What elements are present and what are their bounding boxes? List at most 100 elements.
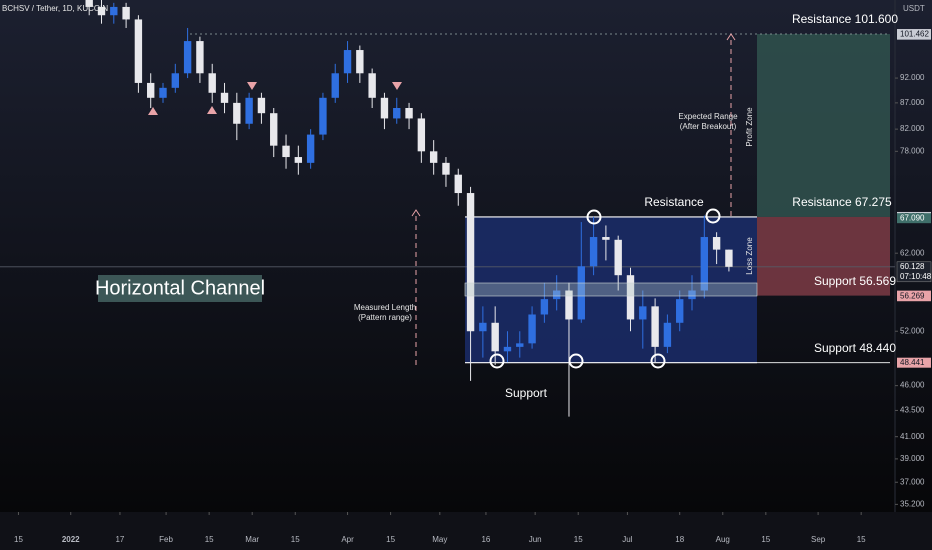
annotation: Loss Zone xyxy=(745,237,754,275)
loss-zone xyxy=(757,216,890,296)
touch-circle xyxy=(650,353,666,369)
annotation: Measured Length xyxy=(354,303,416,312)
candle-body xyxy=(159,87,167,98)
profit-zone xyxy=(757,34,890,217)
annotation: Expected Range xyxy=(678,112,738,121)
candle-body xyxy=(639,306,647,320)
candle-body xyxy=(405,108,413,119)
candle-body xyxy=(565,290,573,320)
x-tick-label: 15 xyxy=(386,535,395,544)
y-tick-label: 43.500 xyxy=(900,406,925,415)
x-tick-label: 16 xyxy=(481,535,490,544)
candle-body xyxy=(688,290,696,300)
candle-body xyxy=(491,322,499,352)
candle-body xyxy=(319,97,327,135)
candle-body xyxy=(466,193,475,332)
annotation: Profit Zone xyxy=(745,107,754,147)
price-tag xyxy=(896,261,932,283)
candle-body xyxy=(454,174,462,194)
x-tick-label: 15 xyxy=(857,535,866,544)
candle-body xyxy=(110,6,118,16)
price-tag xyxy=(897,213,931,224)
x-tick-label: 15 xyxy=(205,535,214,544)
price-tag xyxy=(897,29,931,40)
annotation: Resistance 101.600 xyxy=(792,12,898,26)
triangle xyxy=(207,106,217,114)
candle-body xyxy=(306,134,315,163)
candle-body xyxy=(516,343,524,347)
candle-body xyxy=(552,290,561,300)
touch-circle xyxy=(568,353,584,369)
pattern-label-box xyxy=(98,275,262,302)
triangle xyxy=(247,82,257,90)
price-tag xyxy=(897,357,931,368)
candle-body xyxy=(368,73,376,98)
support-band xyxy=(464,282,758,297)
annotation: Resistance 67.275 xyxy=(792,195,892,209)
x-tick-label: 18 xyxy=(675,535,684,544)
overlay: BCHSV / Tether, 1D, KUCOIN USDT Resistan… xyxy=(2,4,925,400)
candle-body xyxy=(208,73,216,93)
zones xyxy=(0,33,895,364)
touch-circle xyxy=(705,208,721,224)
candle-body xyxy=(503,346,512,352)
arrow-head xyxy=(411,209,421,217)
price-tag-label: 60.128 xyxy=(900,262,925,271)
candle-body xyxy=(540,299,549,315)
x-tick-label: Jun xyxy=(529,535,542,544)
candle-body xyxy=(700,237,709,291)
candle-body xyxy=(663,322,672,347)
chart-title: BCHSV / Tether, 1D, KUCOIN xyxy=(2,4,108,13)
candles xyxy=(85,0,733,417)
x-tick-label: 15 xyxy=(291,535,300,544)
touch-circle xyxy=(586,209,602,225)
candle-body xyxy=(343,50,352,74)
annotation: (Pattern range) xyxy=(358,313,412,322)
y-tick-label: 87.000 xyxy=(900,98,925,107)
candle-body xyxy=(257,97,266,114)
x-tick-label: Apr xyxy=(341,535,354,544)
x-tick-label: 15 xyxy=(761,535,770,544)
x-axis-band xyxy=(0,512,932,550)
candle-body xyxy=(380,97,389,119)
price-tag-label: 48.441 xyxy=(900,358,925,367)
y-tick-label: 37.000 xyxy=(900,477,925,486)
y-tick-label: 82.000 xyxy=(900,124,925,133)
x-tick-label: Aug xyxy=(716,535,730,544)
touch-circle xyxy=(489,353,505,369)
x-tick-label: Mar xyxy=(245,535,259,544)
pattern-label: Horizontal Channel xyxy=(95,277,265,299)
y-tick-label: 78.000 xyxy=(900,146,925,155)
candle-body xyxy=(479,322,487,332)
x-tick-label: May xyxy=(432,535,447,544)
candle-body xyxy=(97,6,106,16)
candle-body xyxy=(417,118,426,152)
x-tick-label: 2022 xyxy=(62,535,80,544)
candle-body xyxy=(294,157,303,163)
y-tick-label: 92.000 xyxy=(900,73,925,82)
candle-body xyxy=(85,0,93,7)
candle-body xyxy=(626,275,635,320)
arrow-head xyxy=(726,33,736,41)
candle-body xyxy=(196,41,204,74)
x-tick-label: Jul xyxy=(622,535,632,544)
candle-body xyxy=(712,237,721,250)
candle-body xyxy=(270,113,278,146)
x-tick-label: Sep xyxy=(811,535,826,544)
y-tick-label: 52.000 xyxy=(900,326,925,335)
annotation: Support xyxy=(505,386,548,400)
candle-body xyxy=(614,239,622,276)
price-tag xyxy=(897,291,931,302)
candle-body xyxy=(171,73,179,88)
annotation: (After Breakout) xyxy=(680,122,737,131)
candle-body xyxy=(602,237,610,240)
currency: USDT xyxy=(903,4,925,13)
triangle xyxy=(392,82,402,90)
price-tag-label: 101.462 xyxy=(900,30,929,39)
annotation: Resistance xyxy=(644,195,704,209)
candle-body xyxy=(134,19,143,83)
candle-body xyxy=(676,299,684,323)
candle-body xyxy=(147,82,155,98)
